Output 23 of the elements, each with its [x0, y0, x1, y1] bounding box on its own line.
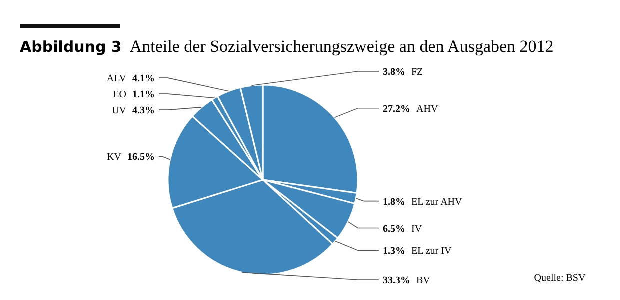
data-label: 33.3% — [383, 276, 410, 286]
slice-label: BV — [416, 276, 432, 286]
data-label: 1.3% — [383, 246, 406, 258]
data-label: 27.2% — [383, 104, 410, 115]
slice-label: EL zur IV — [412, 246, 452, 258]
chart-title: Abbildung 3 — [20, 38, 122, 56]
slice-label: EL zur AHV — [412, 196, 464, 208]
slice-label: ALV — [106, 74, 128, 85]
chart-subtitle: Anteile der Sozialversicherungszweige an den Ausgaben 2012 — [130, 37, 554, 56]
slice-label: UV — [112, 106, 128, 117]
data-label: 1.1% — [132, 90, 155, 101]
slice-label: IV — [412, 224, 423, 235]
slice-label: KV — [107, 152, 122, 164]
source-note: Quelle: BSV — [534, 273, 586, 284]
data-label: 16.5% — [128, 152, 155, 164]
data-label: 4.1% — [132, 74, 155, 85]
data-label: 4.3% — [132, 106, 155, 117]
data-label: 3.8% — [383, 67, 406, 78]
slice-label: EO — [113, 90, 126, 101]
data-label: 1.8% — [383, 196, 406, 208]
slice-label: AHV — [416, 104, 439, 115]
data-label: 6.5% — [383, 224, 406, 235]
slice-label: FZ — [412, 67, 424, 78]
